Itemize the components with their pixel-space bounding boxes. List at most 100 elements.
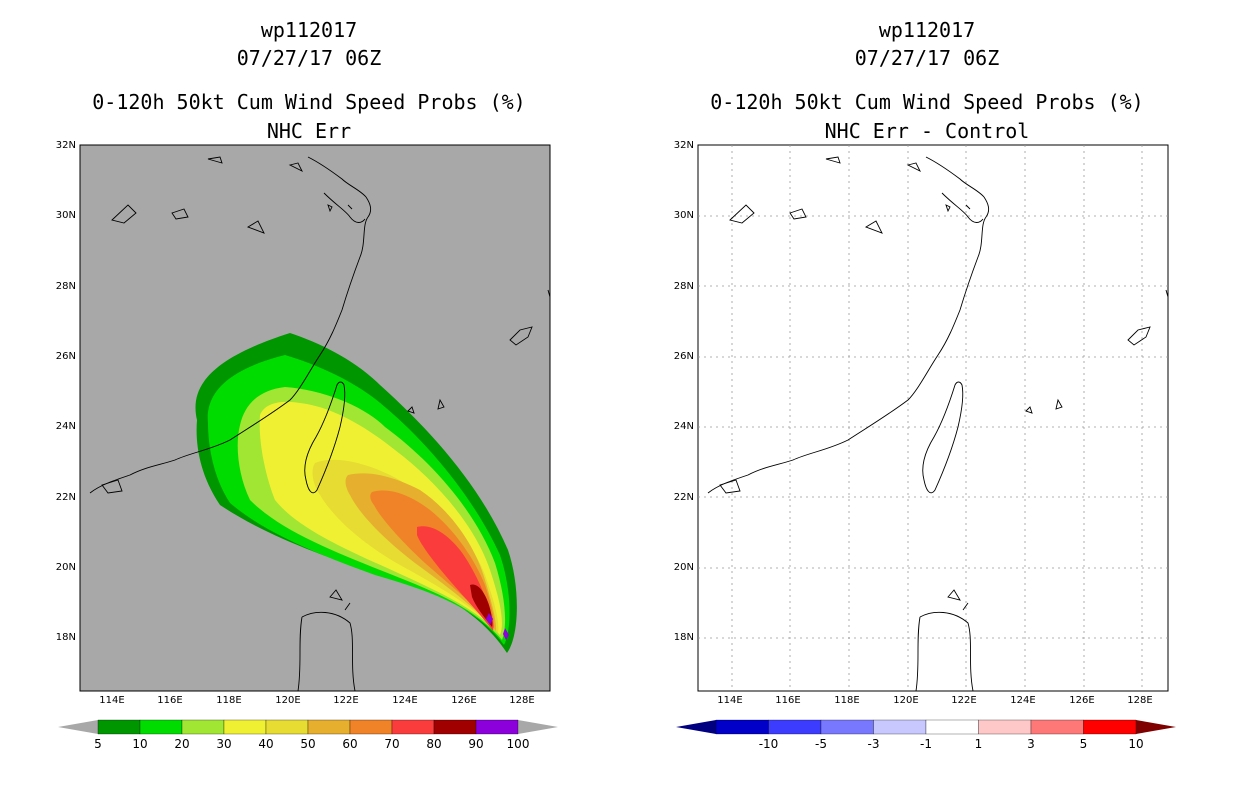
- luzon-coast: [297, 611, 356, 692]
- colorbar-label: 40: [258, 737, 274, 751]
- colorbar-label: -1: [920, 737, 932, 751]
- colorbar-arrow-high: [518, 720, 558, 734]
- lon-label: 120E: [893, 695, 919, 706]
- colorbar-label: 10: [1128, 737, 1144, 751]
- difference-colorbar: [676, 719, 1176, 735]
- lat-label: 20N: [55, 562, 76, 573]
- colorbar-label: 5: [94, 737, 102, 751]
- product-title: 0-120h 50kt Cum Wind Speed Probs (%): [710, 90, 1144, 114]
- lat-label: 26N: [55, 351, 76, 362]
- lat-label: 22N: [55, 492, 76, 503]
- lat-label: 22N: [673, 492, 694, 503]
- colorbar-label: 100: [506, 737, 530, 751]
- lon-label: 128E: [1127, 695, 1153, 706]
- lon-label: 116E: [157, 695, 183, 706]
- lat-label: 32N: [673, 140, 694, 151]
- lon-label: 128E: [509, 695, 535, 706]
- lon-label: 122E: [951, 695, 977, 706]
- colorbar-swatch: [715, 719, 769, 735]
- lon-label: 124E: [392, 695, 418, 706]
- colorbar-swatch: [1083, 719, 1137, 735]
- colorbar-label: 20: [174, 737, 190, 751]
- colorbar-swatch: [139, 719, 183, 735]
- lon-label: 118E: [216, 695, 242, 706]
- lon-label: 118E: [834, 695, 860, 706]
- colorbar-swatch: [265, 719, 309, 735]
- colorbar-swatch: [97, 719, 141, 735]
- colorbar-swatch: [873, 719, 927, 735]
- colorbar-swatch: [1030, 719, 1084, 735]
- coastlines: [707, 156, 1169, 692]
- lat-label: 18N: [673, 632, 694, 643]
- lat-label: 30N: [55, 210, 76, 221]
- colorbar-label: -3: [867, 737, 880, 751]
- colorbar-label: 1: [974, 737, 983, 751]
- luzon-coast: [915, 611, 974, 692]
- product-subtitle: NHC Err - Control: [824, 119, 1030, 143]
- lat-label: 24N: [55, 421, 76, 432]
- colorbar-arrow-low: [58, 720, 98, 734]
- colorbar-swatch: [223, 719, 267, 735]
- colorbar-label: 3: [1027, 737, 1035, 751]
- map-background: [697, 144, 1169, 692]
- lat-label: 20N: [673, 562, 694, 573]
- colorbar-arrow-low: [676, 720, 716, 734]
- difference-map: [697, 144, 1169, 692]
- colorbar-swatch: [475, 719, 519, 735]
- colorbar-swatch: [391, 719, 435, 735]
- date-time: 07/27/17 06Z: [236, 46, 382, 70]
- lat-label: 24N: [673, 421, 694, 432]
- colorbar-label: 5: [1079, 737, 1088, 751]
- colorbar-label: -10: [758, 737, 779, 751]
- probability-map: [79, 144, 551, 692]
- band-70: [417, 526, 494, 631]
- mainland-coast: [89, 156, 372, 494]
- lon-label: 126E: [451, 695, 477, 706]
- lat-label: 28N: [673, 281, 694, 292]
- colorbar-label: -5: [815, 737, 827, 751]
- lat-label: 18N: [55, 632, 76, 643]
- product-subtitle: NHC Err: [266, 119, 352, 143]
- colorbar-label: 50: [300, 737, 316, 751]
- storm-id: wp112017: [878, 18, 976, 42]
- coastlines: [89, 156, 551, 692]
- taiwan-coast: [304, 381, 346, 494]
- probability-swath: [195, 333, 517, 653]
- colorbar-label: 90: [468, 737, 484, 751]
- lon-label: 122E: [333, 695, 359, 706]
- lat-label: 28N: [55, 281, 76, 292]
- gridlines: [698, 145, 1168, 691]
- colorbar-label: 10: [132, 737, 148, 751]
- colorbar-swatch: [349, 719, 393, 735]
- colorbar-swatch: [433, 719, 477, 735]
- lon-label: 114E: [717, 695, 743, 706]
- right-panel: wp112017 07/27/17 06Z 0-120h 50kt Cum Wi…: [618, 0, 1236, 800]
- colorbar-label: 60: [342, 737, 358, 751]
- colorbar-arrow-high: [1136, 720, 1176, 734]
- lon-label: 114E: [99, 695, 125, 706]
- islands: [101, 156, 551, 611]
- colorbar-swatch: [768, 719, 822, 735]
- band-90: [486, 613, 509, 640]
- lon-label: 120E: [275, 695, 301, 706]
- mainland-coast: [707, 156, 990, 494]
- lat-label: 26N: [673, 351, 694, 362]
- product-title: 0-120h 50kt Cum Wind Speed Probs (%): [92, 90, 526, 114]
- date-time: 07/27/17 06Z: [854, 46, 1000, 70]
- colorbar-swatch: [925, 719, 979, 735]
- lon-label: 116E: [775, 695, 801, 706]
- probability-colorbar: [58, 719, 558, 735]
- colorbar-swatch: [978, 719, 1032, 735]
- colorbar-label: 70: [384, 737, 400, 751]
- lat-label: 32N: [55, 140, 76, 151]
- lon-label: 126E: [1069, 695, 1095, 706]
- storm-id: wp112017: [260, 18, 358, 42]
- band-80: [470, 584, 493, 627]
- taiwan-coast: [922, 381, 964, 494]
- colorbar-label: 80: [426, 737, 442, 751]
- colorbar-swatch: [820, 719, 874, 735]
- left-panel: wp112017 07/27/17 06Z 0-120h 50kt Cum Wi…: [55, 18, 558, 751]
- colorbar-label: 30: [216, 737, 232, 751]
- lat-label: 30N: [673, 210, 694, 221]
- islands: [719, 156, 1169, 611]
